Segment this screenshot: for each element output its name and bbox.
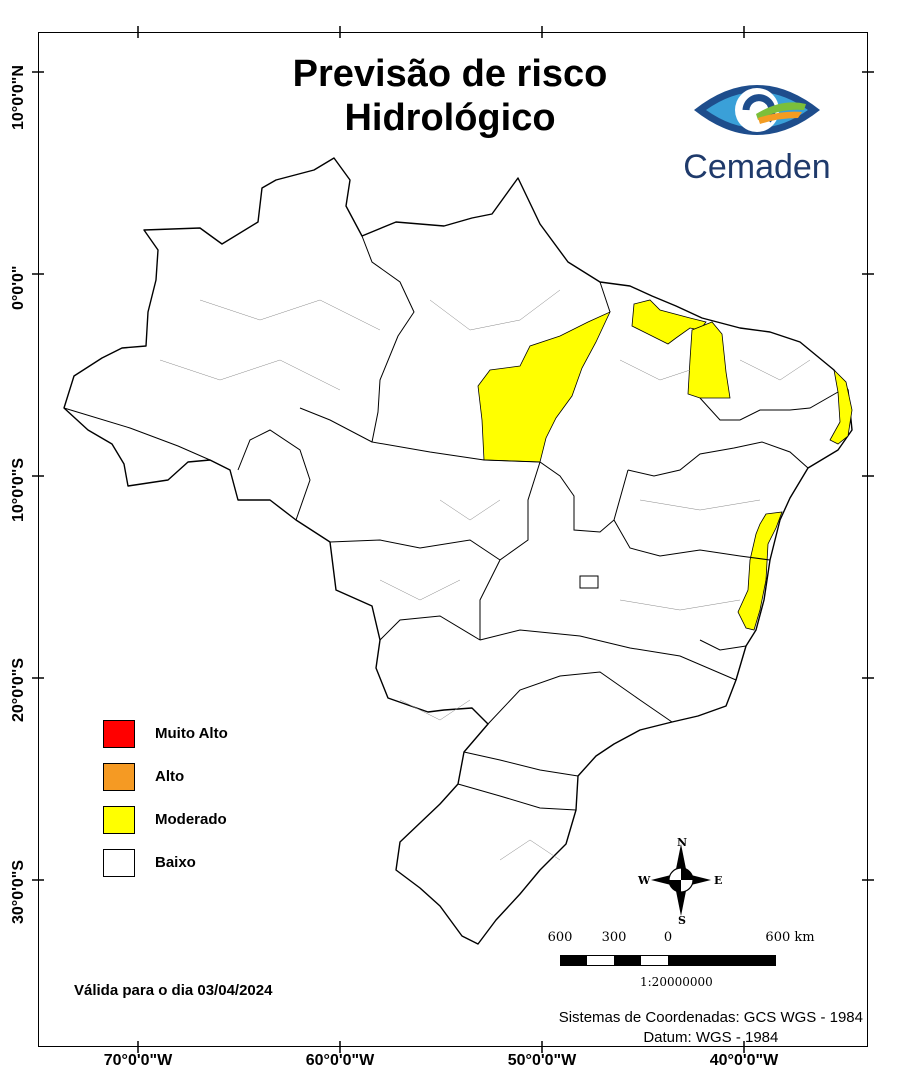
scale-bar-graphic [560,955,776,966]
scale-label-0: 0 [663,930,673,945]
title-line-1: Previsão de risco [292,53,608,95]
scale-label-300: 300 [601,930,627,945]
region-subdivisions [159,289,811,861]
lat-label-30s: 30°0'0"S [10,859,27,924]
legend-swatch-white [103,848,135,877]
state-borders [63,235,839,811]
lon-label-40w: 40°0'0"W [709,1052,779,1069]
datum-text: Datum: WGS - 1984 [643,1029,779,1046]
lon-label-50w: 50°0'0"W [507,1052,577,1069]
scale-bar: 600 300 0 600 km 1:20000000 [540,930,840,990]
legend-swatch-orange [103,762,135,791]
lat-label-0: 0°0'0" [10,265,27,310]
compass-s: S [678,914,686,927]
region-piaui [687,321,731,399]
compass-rose-graphic [651,844,711,916]
legend-item-muito-alto: Muito Alto [103,712,228,755]
legend-swatch-red [103,719,135,748]
legend-label: Alto [155,768,185,785]
scale-label-600km: 600 km [765,930,815,945]
lat-label-20s: 20°0'0"S [10,657,27,722]
map-title: Previsão de risco Hidrológico [180,52,720,140]
region-rn-coast [829,368,853,445]
scale-label-600: 600 [547,930,573,945]
legend-swatch-yellow [103,805,135,834]
legend-label: Baixo [155,854,196,871]
lat-label-10n: 10°0'0"N [10,65,27,130]
frame-ticks [32,26,874,1053]
legend: Muito Alto Alto Moderado Baixo [103,712,228,884]
coordinate-system-info: Sistemas de Coordenadas: GCS WGS - 1984 … [559,1008,863,1048]
compass-rose: N S E W [636,836,726,928]
coord-system-text: Sistemas de Coordenadas: GCS WGS - 1984 [558,1009,863,1026]
lon-label-70w: 70°0'0"W [103,1052,173,1069]
legend-item-moderado: Moderado [103,798,228,841]
legend-item-baixo: Baixo [103,841,228,884]
lon-label-60w: 60°0'0"W [305,1052,375,1069]
compass-n: N [677,836,688,849]
legend-label: Moderado [155,811,227,828]
logo-text: Cemaden [683,148,831,186]
compass-e: E [714,874,723,887]
cemaden-logo: Cemaden [672,70,842,190]
compass-w: W [638,874,651,887]
legend-label: Muito Alto [155,725,228,742]
valid-date: Válida para o dia 03/04/2024 [74,982,273,999]
title-line-2: Hidrológico [344,97,556,139]
eye-logo-icon [694,85,820,135]
scale-ratio: 1:20000000 [640,975,713,989]
region-bahia-coast [737,511,783,631]
map-frame [38,32,868,1047]
moderate-risk-regions [477,299,853,631]
lat-label-10s: 10°0'0"S [10,457,27,522]
legend-item-alto: Alto [103,755,228,798]
region-para-tocantins [477,311,611,463]
